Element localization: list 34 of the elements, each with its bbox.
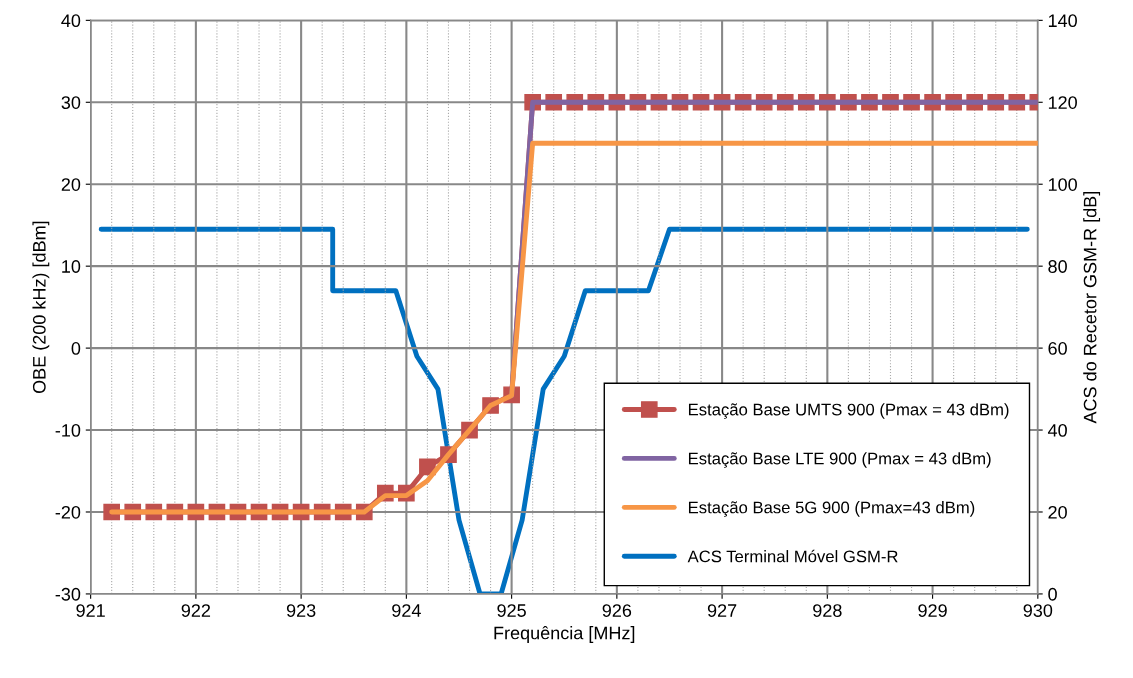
legend-label: Estação Base UMTS 900 (Pmax = 43 dBm) [688, 403, 1009, 419]
line-series [98, 226, 1030, 594]
x-tick-label: 921 [76, 604, 105, 617]
y2-tick-label: 20 [1048, 505, 1067, 519]
y2-tick-label: 120 [1048, 96, 1077, 109]
x-tick-label: 923 [286, 604, 316, 617]
x-tick-label: 929 [918, 604, 947, 617]
x-tick-label: 924 [392, 604, 421, 617]
y2-axis-title: ACS do Recetor GSM-R [dB] [1083, 192, 1101, 424]
y-tick-label: -20 [55, 505, 81, 519]
y2-tick-label: 40 [1047, 423, 1067, 437]
y2-tick-label: 100 [1048, 178, 1077, 191]
x-tick-label: 922 [181, 604, 211, 617]
y2-tick-label: 140 [1048, 14, 1077, 28]
x-tick-label: 927 [707, 604, 737, 617]
x-tick-label: 925 [497, 604, 526, 617]
y-tick-label: -30 [55, 587, 81, 601]
x-tick-label: 928 [813, 604, 842, 617]
y-tick-label: 20 [61, 178, 81, 191]
y-axis-title: OBE (200 kHz) [dBm] [32, 221, 50, 394]
y-tick-label: -10 [55, 423, 81, 437]
y2-tick-label: 80 [1048, 260, 1067, 273]
y-tick-label: 10 [62, 260, 81, 273]
y-tick-label: 40 [61, 14, 81, 28]
y2-tick-label: 0 [1048, 587, 1057, 601]
y2-tick-label: 60 [1048, 342, 1067, 355]
x-tick-label: 930 [1023, 604, 1053, 617]
x-tick-label: 926 [602, 604, 632, 617]
legend-label: Estação Base 5G 900 (Pmax=43 dBm) [688, 501, 975, 517]
x-axis-title: Frequência [MHz] [494, 626, 635, 643]
legend-label: ACS Terminal Móvel GSM-R [687, 549, 898, 563]
y-tick-label: 30 [61, 96, 81, 109]
legend-label: Estação Base LTE 900 (Pmax = 43 dBm) [688, 452, 991, 468]
y-tick-label: 0 [71, 342, 81, 355]
